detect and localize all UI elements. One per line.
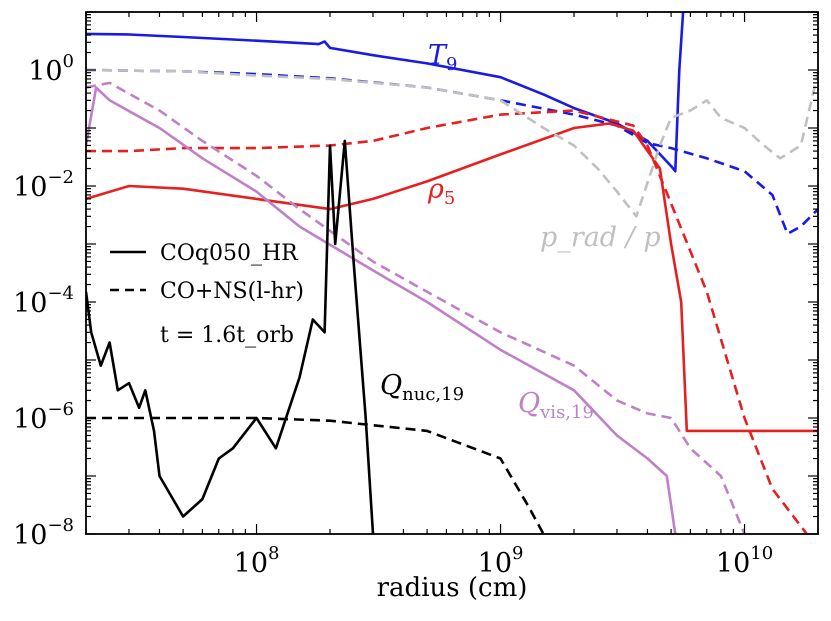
plot-frame xyxy=(85,11,819,535)
y-tick-label: 10−8 xyxy=(13,515,74,551)
label-qvis: Qvis,19 xyxy=(518,388,594,423)
x-tick-label: 109 xyxy=(478,543,524,579)
y-tick-label: 100 xyxy=(28,51,74,87)
label-prad: p_rad / p xyxy=(540,222,661,253)
series-line-1 xyxy=(86,68,818,236)
legend: COq050_HR CO+NS(l-hr) t = 1.6t_orb xyxy=(110,241,304,348)
label-rho5: ρ5 xyxy=(427,174,455,209)
y-tick-label: 10−4 xyxy=(13,283,74,319)
y-tick-label: 10−6 xyxy=(13,399,74,435)
x-axis-title: radius (cm) xyxy=(377,573,528,603)
x-tick-label: 108 xyxy=(234,543,280,579)
series-line-6 xyxy=(86,68,818,218)
x-tick-label: 1010 xyxy=(716,543,773,579)
legend-entry-dashed: CO+NS(l-hr) xyxy=(160,279,304,304)
series-line-2 xyxy=(86,122,818,433)
series-line-8 xyxy=(86,416,545,534)
legend-entry-solid: COq050_HR xyxy=(160,241,299,266)
legend-time-note: t = 1.6t_orb xyxy=(160,323,294,348)
series-line-3 xyxy=(86,109,808,534)
series-line-4 xyxy=(86,86,677,534)
series-line-7 xyxy=(86,139,375,534)
label-qnuc: Qnuc,19 xyxy=(380,370,464,405)
label-T9: T9 xyxy=(428,40,457,75)
y-tick-label: 10−2 xyxy=(13,167,74,203)
series-line-0 xyxy=(86,12,685,173)
